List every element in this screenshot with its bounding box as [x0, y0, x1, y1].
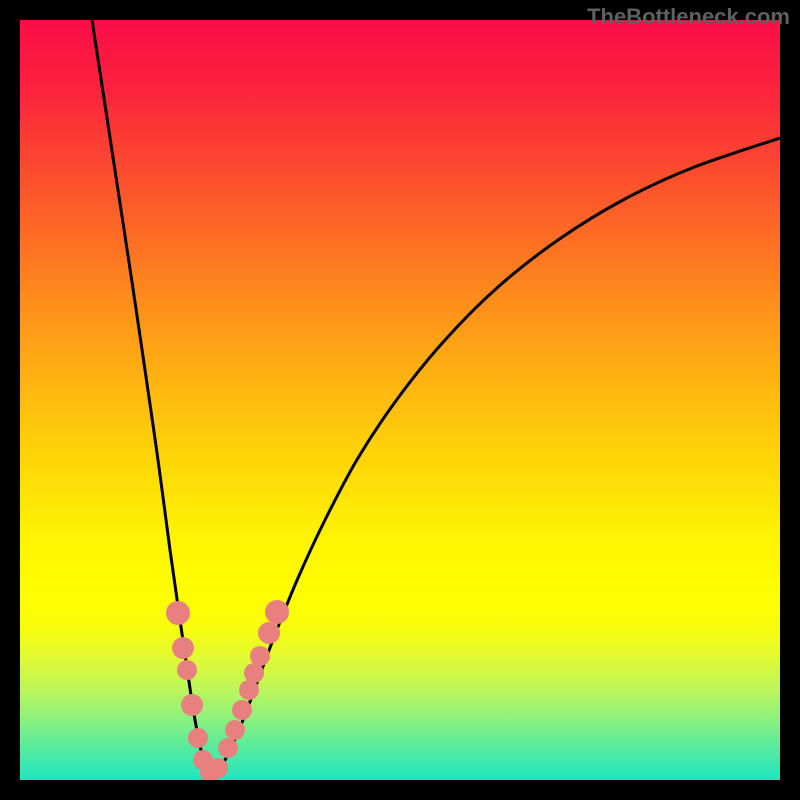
bottleneck-chart — [0, 0, 800, 800]
data-marker — [265, 600, 289, 624]
data-marker — [258, 622, 280, 644]
data-marker — [244, 663, 264, 683]
data-marker — [177, 660, 197, 680]
data-marker — [239, 680, 259, 700]
data-marker — [250, 646, 270, 666]
gradient-background — [20, 20, 780, 780]
chart-root: TheBottleneck.com — [0, 0, 800, 800]
data-marker — [172, 637, 194, 659]
data-marker — [188, 728, 208, 748]
data-marker — [232, 700, 252, 720]
data-marker — [208, 758, 228, 778]
watermark-text: TheBottleneck.com — [587, 4, 790, 30]
data-marker — [181, 694, 203, 716]
data-marker — [218, 738, 238, 758]
data-marker — [225, 720, 245, 740]
data-marker — [166, 601, 190, 625]
